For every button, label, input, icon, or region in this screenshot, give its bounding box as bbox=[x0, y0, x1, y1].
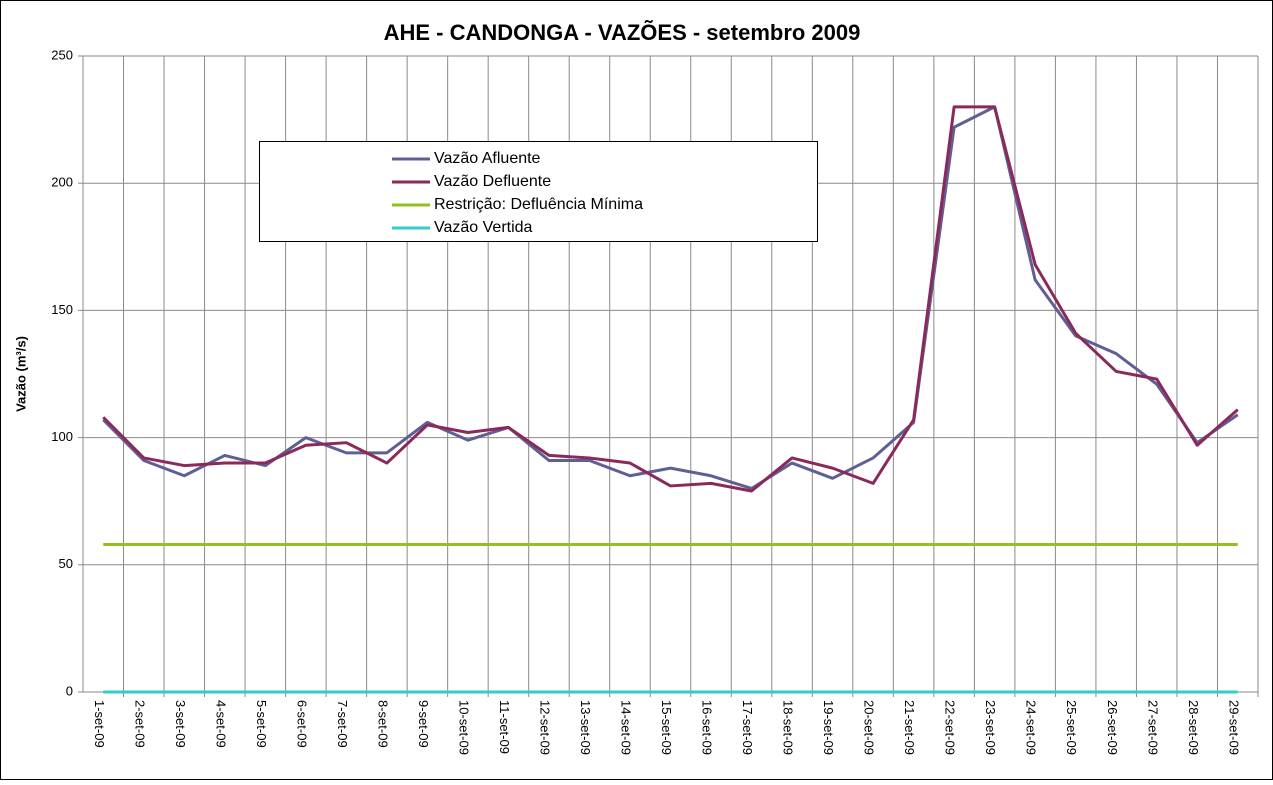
legend-box bbox=[259, 141, 818, 242]
series-line bbox=[102, 105, 1239, 490]
x-tick-label: 27-set-09 bbox=[1145, 700, 1160, 755]
y-tick-label: 250 bbox=[51, 47, 73, 62]
x-tick-label: 9-set-09 bbox=[416, 700, 431, 748]
y-tick-label: 50 bbox=[59, 556, 73, 571]
x-tick-label: 29-set-09 bbox=[1226, 700, 1241, 755]
y-tick-label: 100 bbox=[51, 429, 73, 444]
series-line bbox=[102, 105, 1239, 493]
chart-title: AHE - CANDONGA - VAZÕES - setembro 2009 bbox=[384, 20, 861, 45]
x-tick-label: 4-set-09 bbox=[213, 700, 228, 748]
x-tick-label: 2-set-09 bbox=[132, 700, 147, 748]
legend-label: Vazão Vertida bbox=[434, 219, 533, 236]
x-tick-label: 15-set-09 bbox=[659, 700, 674, 755]
x-tick-label: 20-set-09 bbox=[862, 700, 877, 755]
x-tick-label: 25-set-09 bbox=[1064, 700, 1079, 755]
x-tick-label: 22-set-09 bbox=[943, 700, 958, 755]
x-tick-label: 1-set-09 bbox=[92, 700, 107, 748]
legend-label: Vazão Afluente bbox=[434, 150, 541, 167]
y-tick-label: 200 bbox=[51, 175, 73, 190]
x-tick-label: 13-set-09 bbox=[578, 700, 593, 755]
y-tick-label: 150 bbox=[51, 302, 73, 317]
x-tick-label: 12-set-09 bbox=[538, 700, 553, 755]
x-tick-label: 8-set-09 bbox=[375, 700, 390, 748]
x-tick-label: 24-set-09 bbox=[1024, 700, 1039, 755]
x-tick-label: 23-set-09 bbox=[983, 700, 998, 755]
legend-label: Vazão Defluente bbox=[434, 173, 551, 190]
legend-label: Restrição: Defluência Mínima bbox=[434, 196, 643, 213]
x-tick-label: 11-set-09 bbox=[497, 700, 512, 754]
x-tick-label: 19-set-09 bbox=[821, 700, 836, 755]
x-tick-label: 6-set-09 bbox=[294, 700, 309, 748]
x-tick-label: 14-set-09 bbox=[619, 700, 634, 755]
y-axis-label: Vazão (m³/s) bbox=[13, 336, 28, 412]
x-tick-label: 5-set-09 bbox=[254, 700, 269, 748]
x-tick-label: 18-set-09 bbox=[781, 700, 796, 755]
x-tick-label: 7-set-09 bbox=[335, 700, 350, 748]
x-tick-label: 16-set-09 bbox=[700, 700, 715, 755]
x-tick-label: 3-set-09 bbox=[173, 700, 188, 748]
x-tick-label: 21-set-09 bbox=[902, 700, 917, 755]
y-tick-label: 0 bbox=[66, 683, 73, 698]
x-tick-label: 10-set-09 bbox=[456, 700, 471, 755]
x-tick-label: 26-set-09 bbox=[1105, 700, 1120, 755]
x-tick-label: 28-set-09 bbox=[1186, 700, 1201, 755]
x-tick-label: 17-set-09 bbox=[740, 700, 755, 755]
